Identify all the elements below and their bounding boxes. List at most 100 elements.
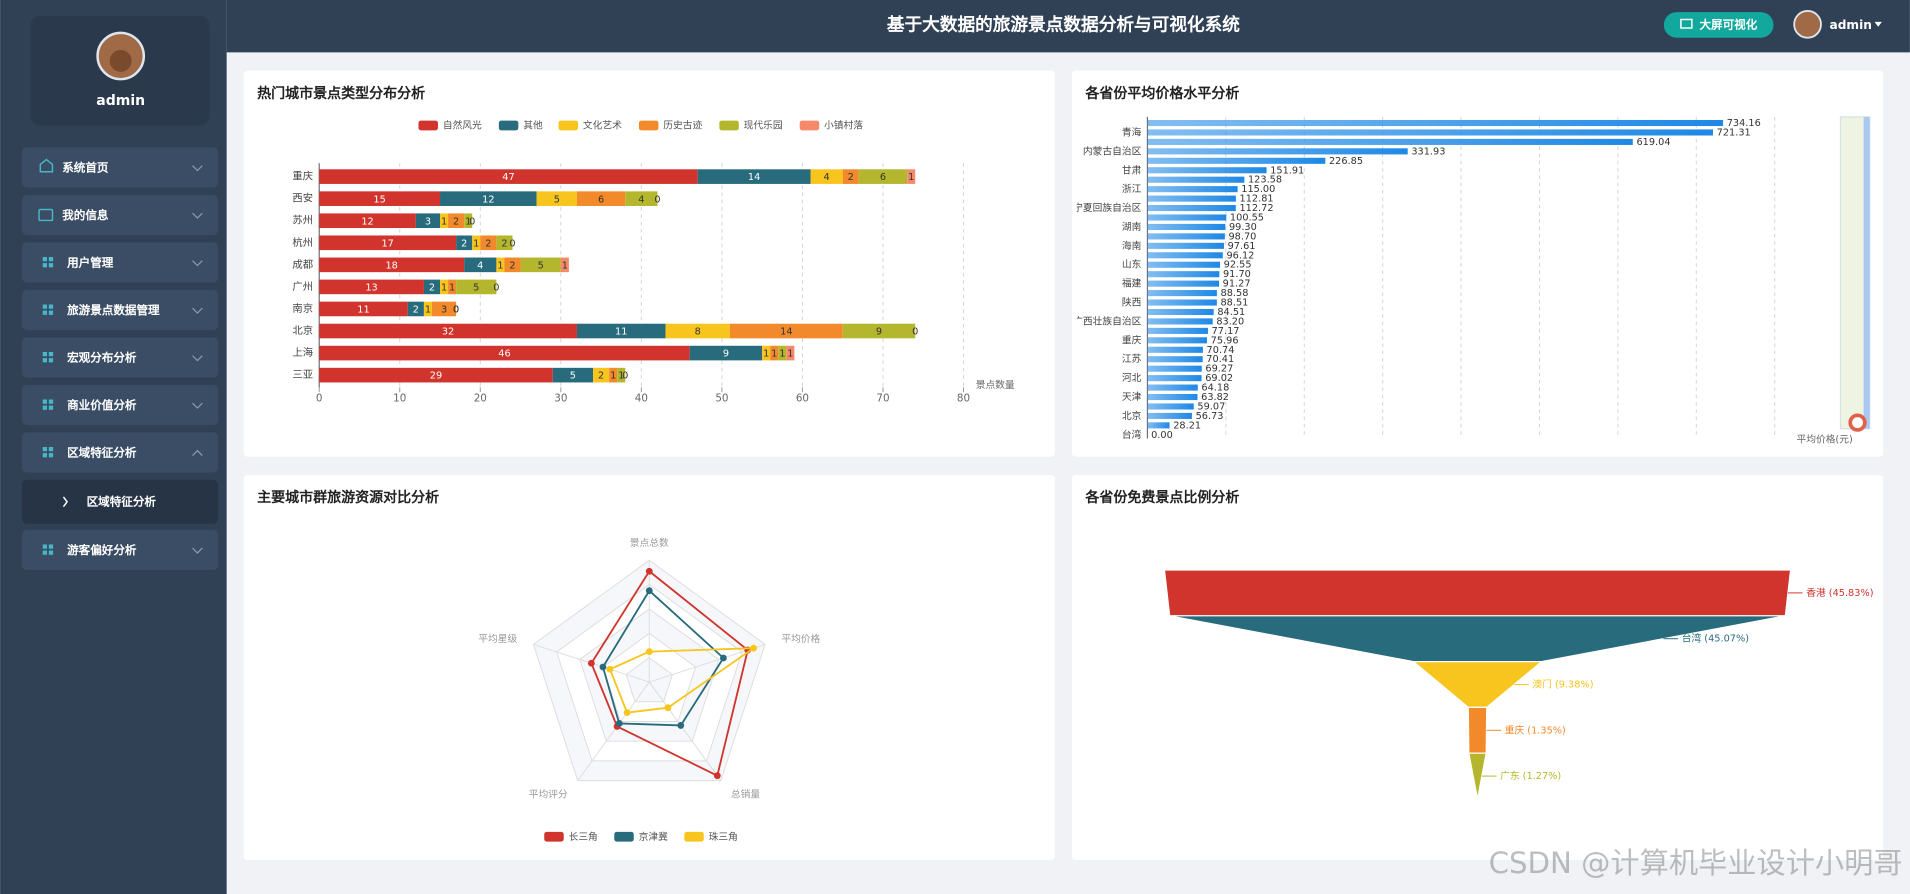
menu-label[interactable]: 游客偏好分析 [67,543,137,557]
y-tick-label: 山东 [1122,258,1142,271]
data-label: 226.85 [1329,156,1363,167]
legend-label[interactable]: 文化艺术 [583,118,622,131]
bar [1147,356,1203,363]
bar-segment [810,169,843,184]
menu-label[interactable]: 区域特征分析 [67,446,137,460]
legend-label[interactable]: 其他 [523,118,543,131]
menu-label[interactable]: 用户管理 [67,256,114,270]
panel-title: 主要城市群旅游资源对比分析 [257,489,439,506]
data-label: 3 [425,216,431,227]
data-label: 4 [824,172,830,183]
funnel-label: 香港 (45.83%) [1806,587,1873,599]
legend-swatch[interactable] [544,831,564,842]
menu-label[interactable]: 系统首页 [62,161,109,175]
zoom-handle[interactable] [1848,413,1867,432]
menu-item[interactable] [22,529,219,571]
menu-caret [192,402,203,409]
data-label: 100.55 [1230,213,1264,224]
menu-item[interactable] [22,194,219,236]
submenu-caret [62,496,69,508]
data-label: 0 [469,216,475,227]
bar [1147,195,1236,202]
x-tick-label: 0 [316,392,323,404]
watermark: CSDN @计算机毕业设计小明哥 [1489,846,1903,880]
data-label: 92.55 [1224,260,1252,271]
menu-icon [42,304,47,309]
header-username[interactable]: admin [1830,18,1872,32]
funnel-label: 台湾 (45.07%) [1682,632,1749,645]
legend-label[interactable]: 长三角 [569,831,598,843]
bar [1147,375,1202,382]
x-tick-label: 20 [474,392,487,404]
data-label: 9 [723,349,729,360]
legend-label[interactable]: 珠三角 [709,830,738,843]
menu-label[interactable]: 商业价值分析 [67,398,137,412]
bar [1147,176,1245,183]
bar-segment [319,367,553,383]
header-avatar[interactable] [1793,10,1822,39]
data-label: 29 [430,371,442,382]
bar-segment [625,191,658,206]
bar [1147,393,1198,401]
bar-segment [762,345,771,361]
bar-segment [431,301,457,317]
bar-segment [536,191,577,206]
y-tick-label: 广西壮族自治区 [1073,314,1141,327]
bar-segment [496,257,505,273]
radar-point [587,659,595,667]
bar-segment [496,235,513,251]
bar-segment [464,257,497,273]
screen-button[interactable] [1663,12,1774,38]
data-label: 5 [473,283,479,294]
submenu-item[interactable] [22,479,219,524]
data-label: 5 [538,260,544,271]
data-label: 6 [880,172,886,183]
menu-item[interactable] [22,147,219,188]
legend-swatch[interactable] [558,120,579,131]
bar-segment [786,345,795,361]
bar [1147,346,1203,353]
menu-item[interactable] [22,337,219,378]
legend-swatch[interactable] [719,120,739,131]
menu-label[interactable]: 旅游景点数据管理 [67,303,160,317]
y-tick-label: 重庆 [1122,333,1142,346]
data-label: 6 [598,194,604,205]
funnel-segment [1163,569,1792,617]
menu-icon [42,256,47,262]
dropdown-caret[interactable] [1874,21,1882,27]
bar [1147,337,1207,344]
legend-label[interactable]: 小镇村落 [824,118,863,131]
y-tick-label: 海南 [1122,239,1142,252]
data-label: 1 [497,260,503,271]
data-label: 5 [554,194,560,205]
legend-label[interactable]: 京津冀 [639,830,668,843]
screen-button-label[interactable]: 大屏可视化 [1700,17,1758,31]
legend-swatch[interactable] [498,120,519,131]
menu-item[interactable] [22,432,219,473]
bar-segment [617,367,626,383]
legend-swatch[interactable] [418,120,438,131]
bar [1147,138,1633,145]
data-label: 3 [441,305,447,316]
menu-icon [42,263,47,268]
bar-segment [319,213,416,229]
menu-item[interactable] [22,384,219,426]
menu-item[interactable] [22,289,219,331]
data-label: 69.02 [1205,373,1233,384]
legend-swatch[interactable] [799,120,820,131]
data-label: 112.81 [1240,194,1274,205]
legend-swatch[interactable] [614,831,634,842]
y-tick-label: 内蒙古自治区 [1083,144,1142,157]
menu-label[interactable]: 我的信息 [62,208,109,222]
menu-item[interactable] [22,242,219,283]
submenu-label[interactable]: 区域特征分析 [87,494,157,508]
legend-swatch[interactable] [684,831,704,842]
data-label: 70.74 [1207,345,1235,356]
legend-label[interactable]: 现代乐园 [744,119,783,131]
legend-label[interactable]: 自然风光 [443,118,482,131]
legend-label[interactable]: 历史古迹 [663,118,702,131]
bar [1147,422,1170,429]
legend-swatch[interactable] [638,120,659,131]
menu-label[interactable]: 宏观分布分析 [67,351,137,365]
